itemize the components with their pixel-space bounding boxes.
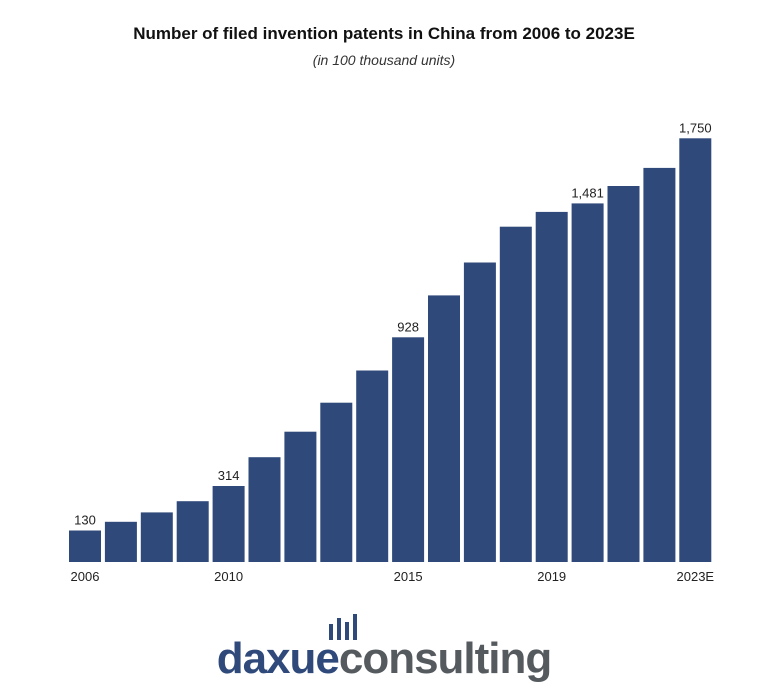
bar-2022 — [643, 167, 676, 562]
chart-title: Number of filed invention patents in Chi… — [133, 24, 635, 43]
bar-2018 — [499, 226, 532, 562]
bar-chart: 130 314 928 1,481 1,750 2006 2010 2015 2019 2023… — [69, 120, 715, 584]
logo-text-consulting: consulting — [338, 634, 552, 683]
logo-bars-icon — [329, 614, 357, 640]
bar-2019 — [535, 211, 568, 562]
logo-wordmark: daxueconsulting — [0, 634, 768, 684]
bar-2012 — [284, 431, 317, 562]
x-tick-label-2023E: 2023E — [677, 569, 715, 584]
data-label-2015: 928 — [397, 319, 419, 334]
logo-text-daxue: daxue — [216, 634, 340, 683]
data-labels-group: 130 314 928 1,481 1,750 — [74, 120, 711, 527]
bar-2008 — [140, 512, 173, 562]
x-tick-label-2019: 2019 — [537, 569, 566, 584]
bar-2014 — [356, 370, 389, 562]
bar-2023E — [679, 138, 712, 563]
bars-group — [69, 138, 712, 563]
data-label-2010: 314 — [218, 468, 240, 483]
x-tick-label-2010: 2010 — [214, 569, 243, 584]
x-tick-label-2006: 2006 — [71, 569, 100, 584]
data-label-2023E: 1,750 — [679, 120, 712, 135]
bar-2015 — [392, 337, 425, 562]
bar-2013 — [320, 402, 353, 562]
company-logo: daxueconsulting — [0, 610, 768, 690]
bar-2011 — [248, 457, 281, 562]
bar-2009 — [176, 501, 209, 562]
bar-2006 — [69, 530, 101, 562]
bar-2007 — [104, 521, 137, 562]
x-axis-ticks: 2006 2010 2015 2019 2023E — [71, 569, 715, 584]
bar-2016 — [428, 295, 460, 562]
data-label-2020: 1,481 — [571, 185, 604, 200]
x-tick-label-2015: 2015 — [394, 569, 423, 584]
data-label-2006: 130 — [74, 513, 96, 528]
bar-2010 — [212, 486, 245, 562]
chart-subtitle: (in 100 thousand units) — [312, 52, 456, 68]
bar-2017 — [463, 262, 496, 562]
bar-2021 — [607, 186, 640, 562]
bar-2020 — [571, 203, 604, 562]
